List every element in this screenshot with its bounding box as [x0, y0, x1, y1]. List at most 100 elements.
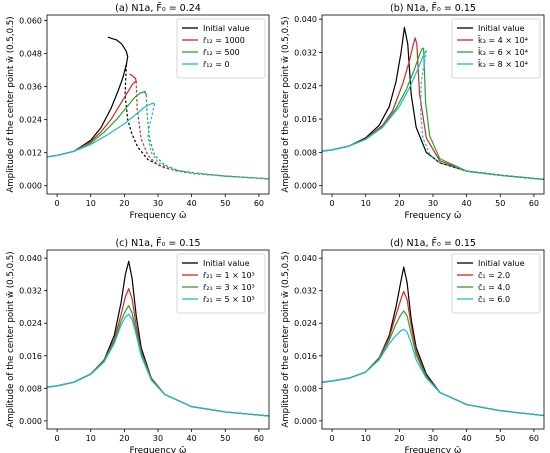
series-line-2 — [322, 310, 544, 417]
x-tick-label: 30 — [153, 199, 163, 208]
legend-box — [451, 253, 541, 314]
legend-box — [451, 18, 541, 79]
series-group — [47, 260, 269, 417]
y-axis-label: Amplitude of the center point w̄ (0.5,0.… — [281, 16, 291, 192]
x-tick-label: 20 — [119, 434, 129, 443]
y-tick-label: 0.008 — [19, 384, 42, 393]
x-tick-label: 60 — [529, 199, 539, 208]
y-tick-label: 0.000 — [19, 182, 42, 191]
x-tick-label: 0 — [55, 434, 60, 443]
y-tick-label: 0.016 — [19, 352, 42, 361]
y-tick-label: 0.008 — [294, 384, 317, 393]
series-line-2 — [47, 305, 269, 417]
series-group — [322, 26, 544, 181]
legend-label-0: Initial value — [203, 24, 250, 33]
panel-title: (a) N1a, F̄₀ = 0.24 — [115, 2, 201, 14]
x-tick-label: 40 — [462, 434, 472, 443]
y-tick-label: 0.040 — [294, 254, 317, 263]
x-tick-label: 60 — [254, 434, 264, 443]
x-tick-label: 10 — [86, 199, 96, 208]
x-tick-label: 60 — [529, 434, 539, 443]
x-axis-label: Frequency ω̄ — [130, 211, 187, 221]
legend-label-0: Initial value — [478, 24, 525, 33]
y-tick-label: 0.032 — [294, 287, 317, 296]
panel-1: 0 10 20 30 40 50 60 0.000 0.008 0.016 0.024 0.032 0.… — [281, 2, 545, 221]
y-tick-label: 0.000 — [19, 417, 42, 426]
series-unstable-line-3 — [419, 50, 544, 181]
y-axis-label: Amplitude of the center point w̄ (0.5,0.… — [6, 16, 16, 192]
panel-title: (c) N1a, F̄₀ = 0.15 — [115, 237, 200, 249]
y-tick-label: 0.008 — [294, 148, 317, 157]
panel-title: (d) N1a, F̄₀ = 0.15 — [390, 237, 476, 249]
legend-label-3: c̄₁ = 6.0 — [478, 295, 510, 304]
series-group — [47, 36, 269, 180]
legend-label-2: k̄₃ = 6 × 10⁴ — [477, 47, 528, 57]
x-tick-label: 40 — [187, 434, 197, 443]
y-tick-label: 0.000 — [294, 182, 317, 191]
x-tick-label: 20 — [394, 199, 404, 208]
panel-title: (b) N1a, F̄₀ = 0.15 — [390, 2, 476, 14]
y-tick-label: 0.024 — [19, 116, 42, 125]
x-axis-label: Frequency ω̄ — [405, 446, 462, 453]
x-axis-label: Frequency ω̄ — [405, 211, 462, 221]
legend-label-0: Initial value — [478, 259, 525, 268]
series-line-3 — [322, 328, 544, 417]
legend: Initial value r̄₂₁ = 1 × 10³ r̄₂₁ = 3 × 10… — [176, 253, 266, 314]
x-tick-label: 30 — [428, 434, 438, 443]
y-tick-label: 0.060 — [19, 17, 42, 26]
x-tick-label: 0 — [330, 434, 335, 443]
y-tick-label: 0.040 — [19, 254, 42, 263]
panel-3: 0 10 20 30 40 50 60 0.000 0.008 0.016 0.024 0.032 0.… — [281, 237, 545, 453]
y-tick-label: 0.048 — [19, 50, 42, 59]
series-line-2 — [47, 90, 147, 158]
series-group — [322, 266, 544, 417]
series-line-3 — [47, 313, 269, 417]
series-line-3 — [47, 102, 155, 158]
x-tick-label: 30 — [153, 434, 163, 443]
legend-label-3: r̄₁₂ = 0 — [203, 60, 230, 69]
x-tick-label: 60 — [254, 199, 264, 208]
series-unstable-line-3 — [147, 103, 269, 180]
y-axis-label: Amplitude of the center point w̄ (0.5,0.… — [281, 251, 291, 427]
legend-label-2: c̄₁ = 4.0 — [478, 283, 510, 292]
legend-label-1: r̄₁₂ = 1000 — [203, 36, 245, 45]
legend-label-3: k̄₃ = 8 × 10⁴ — [477, 59, 528, 69]
y-tick-label: 0.000 — [294, 417, 317, 426]
y-tick-label: 0.024 — [19, 319, 42, 328]
x-tick-label: 10 — [86, 434, 96, 443]
legend-label-1: c̄₁ = 2.0 — [478, 271, 510, 280]
series-line-3 — [322, 50, 427, 152]
x-axis-label: Frequency ω̄ — [130, 446, 187, 453]
legend-label-2: r̄₁₂ = 500 — [203, 48, 240, 57]
legend: Initial value r̄₁₂ = 1000 r̄₁₂ = 500 r̄₁₂ =… — [176, 18, 266, 79]
y-tick-label: 0.032 — [19, 287, 42, 296]
y-tick-label: 0.024 — [294, 319, 317, 328]
legend-label-0: Initial value — [203, 259, 250, 268]
series-line-0 — [47, 36, 129, 158]
legend: Initial value k̄₃ = 4 × 10⁴ k̄₃ = 6 × 10⁴ k… — [451, 18, 541, 79]
x-tick-label: 0 — [330, 199, 335, 208]
legend-label-3: r̄₂₁ = 5 × 10³ — [203, 295, 255, 304]
y-tick-label: 0.016 — [294, 352, 317, 361]
x-tick-label: 0 — [55, 199, 60, 208]
legend-label-1: r̄₂₁ = 1 × 10³ — [203, 271, 255, 280]
x-tick-label: 30 — [428, 199, 438, 208]
x-tick-label: 50 — [495, 199, 505, 208]
legend-label-2: r̄₂₁ = 3 × 10³ — [203, 283, 255, 292]
panel-0: 0 10 20 30 40 50 60 0.000 0.012 0.024 0.036 0.048 0.… — [6, 2, 270, 221]
x-tick-label: 50 — [220, 434, 230, 443]
y-tick-label: 0.024 — [294, 82, 317, 91]
x-tick-label: 40 — [187, 199, 197, 208]
x-tick-label: 20 — [119, 199, 129, 208]
x-tick-label: 50 — [220, 199, 230, 208]
y-tick-label: 0.036 — [19, 83, 42, 92]
y-tick-label: 0.012 — [19, 149, 42, 158]
series-unstable-line-1 — [135, 81, 269, 180]
y-tick-label: 0.016 — [294, 115, 317, 124]
x-tick-label: 10 — [361, 199, 371, 208]
y-tick-label: 0.040 — [294, 15, 317, 24]
y-tick-label: 0.032 — [294, 48, 317, 57]
legend: Initial value c̄₁ = 2.0 c̄₁ = 4.0 c̄₁ = 6.0 — [451, 253, 541, 314]
y-axis-label: Amplitude of the center point w̄ (0.5,0.… — [6, 251, 16, 427]
